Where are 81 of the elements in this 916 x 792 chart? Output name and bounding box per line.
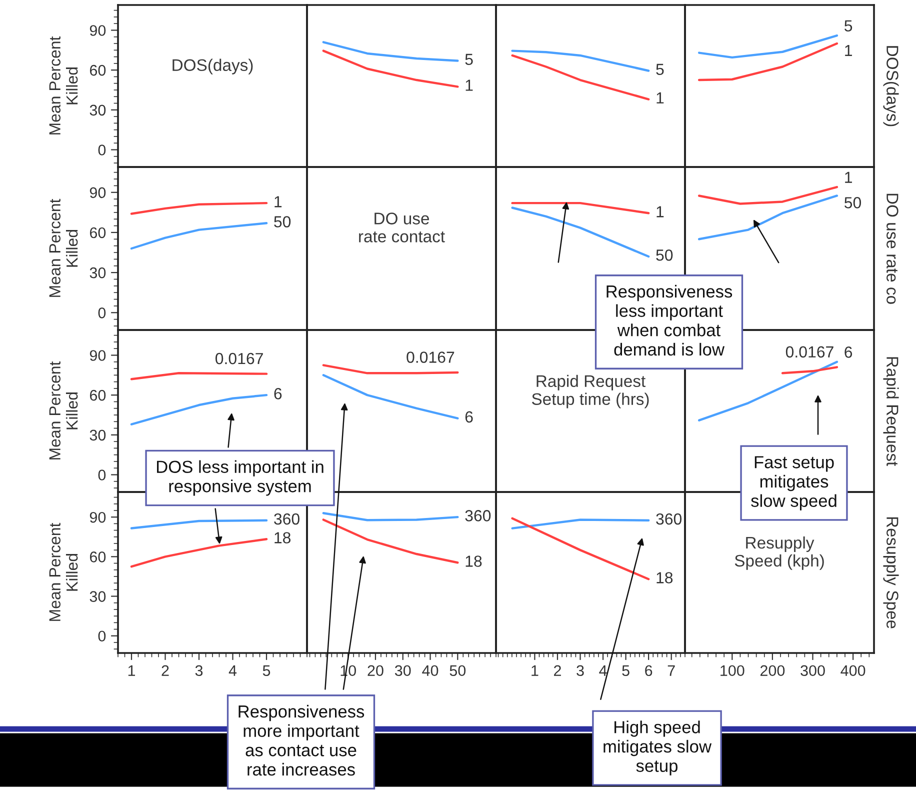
x-tick-label: 100 (720, 665, 744, 676)
text: DO use rate contact (359, 212, 445, 242)
line-series (130, 202, 268, 215)
x-tick-label: 40 (422, 665, 438, 676)
annotation: Fast setup mitigates slow speed (751, 456, 836, 510)
series-label: 18 (656, 572, 673, 584)
series-label: 1 (656, 206, 664, 218)
series-label: 50 (274, 216, 291, 228)
series-label: 6 (465, 411, 473, 423)
annotation: DOS less important in responsive system (157, 460, 324, 496)
y-tick-label: 60 (90, 390, 106, 401)
x-tick-label: 5 (622, 665, 630, 676)
x-tick-label: 5 (262, 665, 270, 676)
annotation: Responsiveness less important when combat demand is low (606, 284, 732, 356)
x-tick-label: 2 (162, 665, 169, 676)
y2-axis-title: Resupply Spee (883, 517, 899, 628)
series-label: 18 (466, 556, 482, 567)
series-label: 5 (844, 20, 852, 32)
series-label: 50 (656, 249, 673, 261)
series-label: 0.0167 (406, 352, 454, 363)
y-tick-label: 0 (98, 308, 106, 318)
x-tick-label: 1 (532, 665, 538, 676)
x-tick-label: 4 (228, 665, 237, 676)
text: Rapid Request Setup time (hrs) (532, 374, 649, 408)
x-tick-label: 4 (599, 665, 607, 676)
x-tick-label: 30 (394, 665, 411, 676)
y-tick-label: 90 (90, 25, 106, 36)
y-tick-label: 60 (90, 552, 106, 562)
y-tick-label: 90 (90, 350, 106, 361)
y-axis-title: Mean Percent Killed (49, 522, 78, 621)
line-series (130, 538, 268, 568)
y-axis-title: Mean Percent Killed (49, 198, 78, 297)
y2-axis-title: DO use rate co (886, 194, 898, 304)
series-label: 360 (274, 513, 300, 525)
x-tick-label: 400 (840, 665, 866, 676)
series-label: 1 (274, 196, 282, 208)
x-tick-label: 50 (450, 665, 466, 676)
x-tick-label: 6 (645, 665, 652, 676)
line-series (130, 222, 268, 250)
y2-axis-title: Rapid Request (883, 357, 899, 466)
text: Resupply Speed (kph) (734, 536, 824, 570)
text: DOS(days) (172, 58, 253, 74)
x-tick-label: 3 (195, 665, 203, 676)
series-label: 1 (656, 92, 664, 104)
y-tick-label: 60 (90, 227, 106, 238)
x-tick-label: 300 (800, 665, 825, 676)
series-label: 5 (656, 64, 664, 76)
series-label: 1 (466, 80, 473, 91)
series-label: 1 (845, 172, 852, 183)
x-tick-label: 2 (554, 665, 561, 676)
x-tick-label: 1 (128, 665, 136, 676)
y-tick-label: 0 (98, 144, 106, 156)
series-label: 18 (274, 532, 291, 544)
series-label: 360 (656, 513, 682, 525)
series-label: 1 (845, 44, 852, 56)
y-tick-label: 30 (90, 267, 106, 278)
series-label: 50 (844, 197, 862, 208)
y-tick-label: 60 (90, 64, 106, 76)
series-label: 6 (844, 346, 852, 358)
text: High speed mitigates slow setup (604, 720, 712, 776)
series-label: 0.0167 (216, 352, 263, 364)
text: Responsiveness more important as contact use rate increases (238, 704, 364, 776)
y-tick-label: 30 (90, 430, 106, 441)
y-tick-label: 0 (98, 630, 106, 642)
x-tick-label: 3 (576, 665, 584, 676)
y-axis-title: Mean Percent Killed (49, 361, 78, 460)
y2-axis-title: DOS(days) (883, 46, 899, 126)
y-tick-label: 0 (98, 470, 106, 480)
y-tick-label: 90 (90, 512, 106, 523)
series-label: 5 (465, 54, 473, 66)
series-label: 360 (465, 510, 491, 522)
y-axis-title: Mean Percent Killed (49, 36, 78, 134)
y-tick-label: 30 (90, 591, 106, 602)
series-label: 0.0167 (786, 346, 834, 358)
x-tick-label: 20 (368, 665, 384, 676)
line-series (130, 394, 268, 426)
series-label: 6 (274, 388, 282, 400)
x-tick-label: 7 (668, 665, 675, 676)
y-tick-label: 30 (90, 104, 106, 116)
y-tick-label: 90 (90, 187, 106, 198)
x-tick-label: 200 (760, 665, 785, 676)
